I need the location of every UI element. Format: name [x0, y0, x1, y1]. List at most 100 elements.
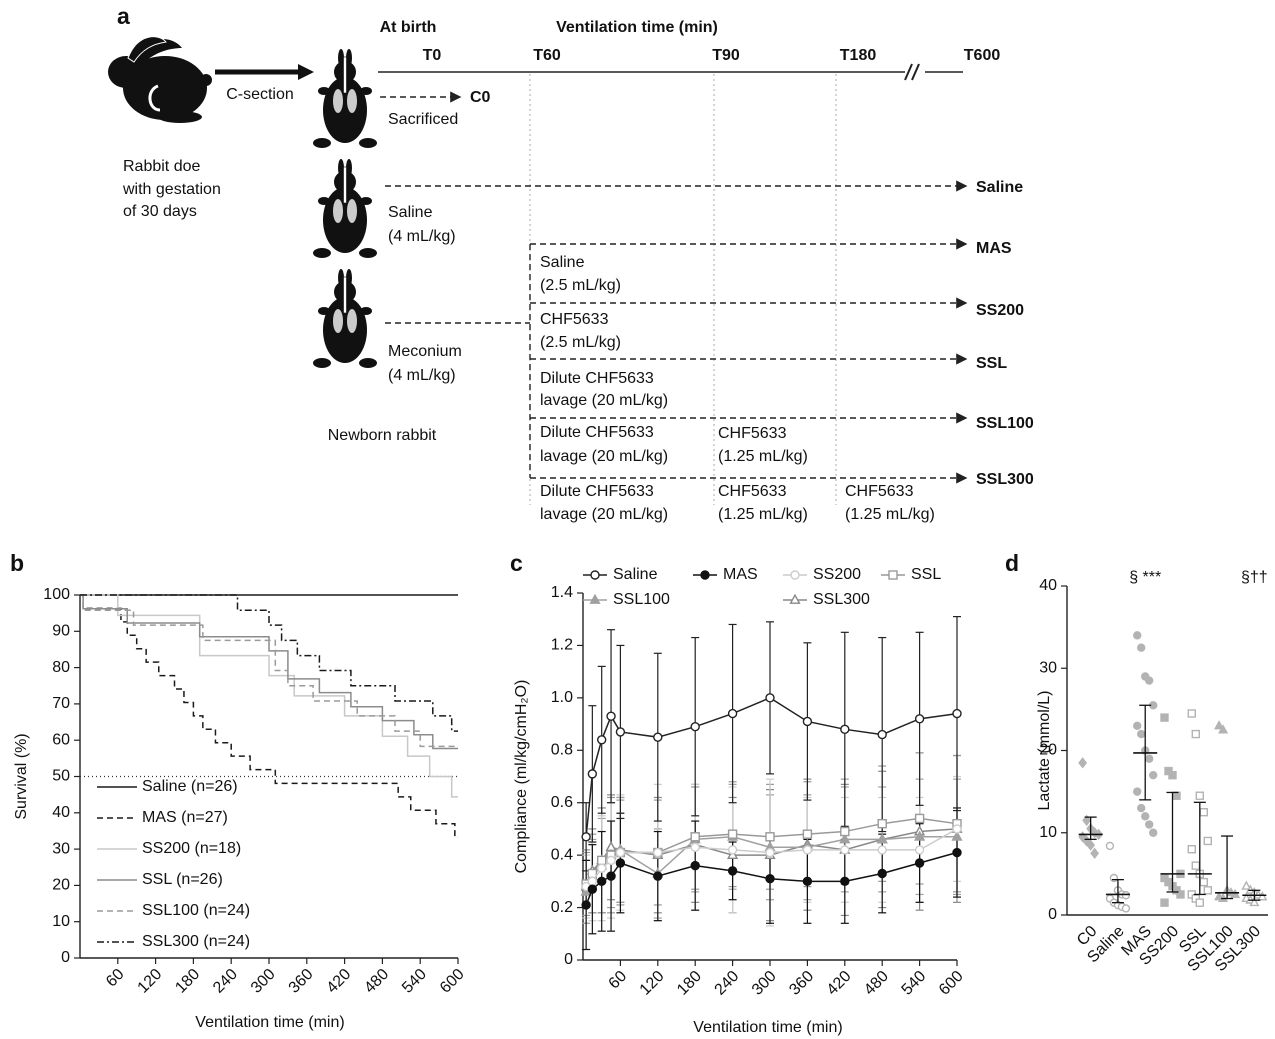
y-tick-label: 50 — [52, 768, 70, 785]
y-tick-label: 0.6 — [551, 794, 573, 811]
x-tick-label: 180 — [172, 966, 203, 997]
x-tick-label: 540 — [899, 968, 930, 999]
caption: (4 mL/kg) — [388, 367, 456, 384]
data-point — [1134, 722, 1141, 729]
data-point — [1146, 677, 1153, 684]
caption: Meconium — [388, 343, 462, 360]
group-label: SSL — [976, 355, 1007, 372]
data-point — [1169, 772, 1176, 779]
data-point — [1079, 758, 1086, 767]
legend-label: SSL100 (n=24) — [142, 902, 250, 919]
data-point — [691, 723, 699, 731]
data-point — [916, 859, 924, 867]
x-tick-label: 300 — [248, 966, 279, 997]
data-point — [803, 846, 811, 854]
newborn-icon — [313, 269, 377, 368]
data-point — [1204, 887, 1211, 894]
timepoint: T90 — [712, 47, 740, 64]
legend-label: SSL300 — [813, 591, 870, 608]
data-point — [607, 712, 615, 720]
treatment: (2.5 mL/kg) — [540, 334, 621, 351]
x-tick-label: 420 — [824, 968, 855, 999]
group-label: SSL300 — [976, 471, 1034, 488]
data-point — [729, 830, 737, 838]
treatment: CHF5633 — [718, 425, 787, 442]
treatment: lavage (20 mL/kg) — [540, 448, 668, 465]
x-tick-label: 480 — [361, 966, 392, 997]
data-point — [916, 846, 924, 854]
x-tick-label: 60 — [606, 968, 631, 993]
data-point — [729, 867, 737, 875]
group-label: SS200 — [976, 302, 1024, 319]
treatment: lavage (20 mL/kg) — [540, 392, 668, 409]
x-tick-label: 360 — [286, 966, 317, 997]
treatment: Dilute CHF5633 — [540, 370, 654, 387]
header: At birth — [380, 19, 437, 36]
y-tick-label: 30 — [52, 840, 70, 857]
caption: Sacrificed — [388, 111, 458, 128]
data-point — [841, 846, 849, 854]
treatment: Dilute CHF5633 — [540, 424, 654, 441]
x-tick-label: 480 — [861, 968, 892, 999]
caption: Newborn rabbit — [328, 427, 437, 444]
legend-label: SS200 (n=18) — [142, 840, 241, 857]
treatment: Dilute CHF5633 — [540, 483, 654, 500]
newborn-icon — [313, 49, 377, 148]
x-tick-label: 300 — [749, 968, 780, 999]
panel-label: d — [1005, 550, 1019, 576]
x-tick-label: 120 — [637, 968, 668, 999]
treatment: (1.25 mL/kg) — [718, 448, 808, 465]
data-point — [1122, 892, 1129, 899]
y-tick-label: 20 — [52, 877, 70, 894]
data-point — [598, 877, 606, 885]
y-tick-label: 10 — [1039, 824, 1057, 841]
timepoint: T180 — [840, 47, 877, 64]
treatment: CHF5633 — [845, 483, 914, 500]
y-tick-label: 0 — [564, 951, 573, 968]
legend-marker — [791, 571, 799, 579]
treatment: Saline — [540, 254, 585, 271]
data-point — [916, 814, 924, 822]
timepoint: T0 — [423, 47, 442, 64]
axis-break — [905, 64, 912, 80]
treatment: (1.25 mL/kg) — [845, 506, 935, 523]
data-point — [878, 869, 886, 877]
legend-label: SSL100 — [613, 591, 670, 608]
doe-caption: with gestation — [122, 181, 221, 198]
data-point — [588, 885, 596, 893]
data-point — [1091, 849, 1098, 858]
header: Ventilation time (min) — [556, 19, 718, 36]
data-point — [1142, 813, 1149, 820]
data-point — [588, 770, 596, 778]
data-point — [654, 733, 662, 741]
y-tick-label: 90 — [52, 623, 70, 640]
group-label: Saline — [976, 179, 1023, 196]
data-point — [1188, 846, 1195, 853]
y-tick-label: 0.8 — [551, 742, 573, 759]
arrow-label: C-section — [226, 86, 294, 103]
y-tick-label: 40 — [1039, 577, 1057, 594]
timepoint: T600 — [964, 47, 1001, 64]
y-tick-label: 1.0 — [551, 689, 573, 706]
data-point — [766, 849, 774, 857]
legend-label: Saline — [613, 566, 658, 583]
y-axis-title: Lactate (mmol/L) — [1036, 690, 1053, 810]
data-point — [1188, 710, 1195, 717]
legend-marker — [701, 571, 709, 579]
data-point — [1204, 837, 1211, 844]
data-point — [1150, 829, 1157, 836]
series-line — [586, 698, 957, 837]
doe-icon — [108, 37, 212, 123]
group-label: C0 — [470, 89, 491, 106]
survival-curve — [80, 595, 458, 837]
data-point — [953, 710, 961, 718]
y-tick-label: 30 — [1039, 659, 1057, 676]
data-point — [766, 694, 774, 702]
y-axis-title: Survival (%) — [13, 733, 30, 819]
data-point — [1196, 899, 1203, 906]
x-axis-title: Ventilation time (min) — [693, 1019, 842, 1036]
annotation: § *** — [1129, 569, 1161, 586]
data-point — [582, 901, 590, 909]
data-point — [616, 849, 624, 857]
data-point — [1106, 842, 1113, 849]
